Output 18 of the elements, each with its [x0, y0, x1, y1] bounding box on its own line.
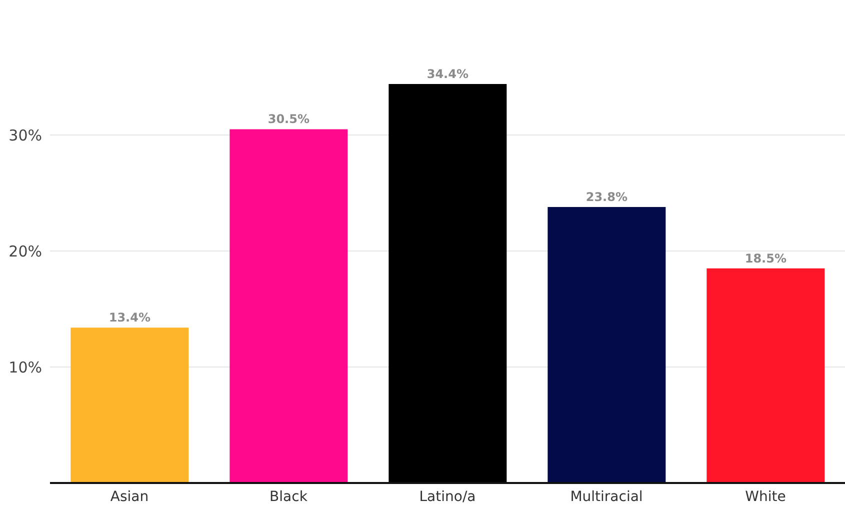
bar [706, 268, 825, 483]
x-tick-label: Multiracial [570, 488, 643, 505]
data-label: 30.5% [268, 112, 310, 126]
y-tick-label: 30% [8, 126, 42, 144]
bar [70, 328, 189, 483]
bar [548, 206, 666, 483]
x-tick-label: Black [270, 488, 308, 505]
data-label: 13.4% [108, 310, 150, 325]
bar [388, 84, 507, 483]
data-label: 23.8% [586, 190, 628, 204]
data-label: 34.4% [426, 67, 468, 81]
x-tick-label: Asian [110, 488, 149, 505]
x-tick-label: Latino/a [419, 488, 476, 505]
y-tick-label: 20% [8, 242, 42, 260]
y-tick-label: 10% [8, 358, 42, 376]
bar [230, 129, 348, 483]
x-tick-label: White [745, 488, 786, 505]
data-label: 18.5% [744, 251, 786, 266]
